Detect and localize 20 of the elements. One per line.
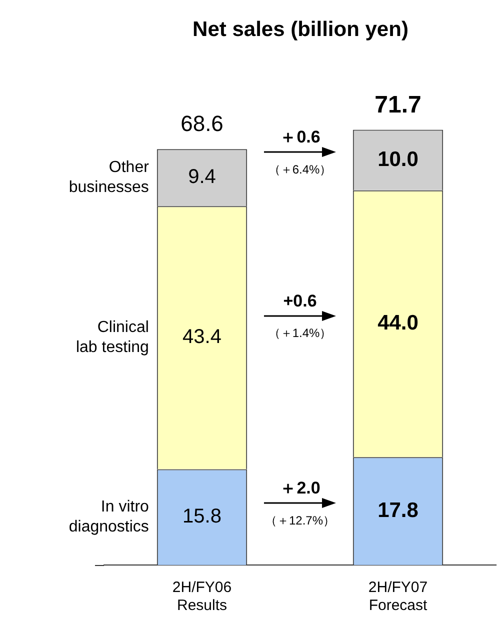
annotation: ＋2.0	[280, 478, 320, 498]
x-tick-label: 2H/FY06 Results	[172, 579, 232, 614]
series-label: Clinical lab testing	[76, 319, 149, 356]
annotation: +0.6	[283, 291, 317, 310]
annotation: ＋0.6	[280, 128, 320, 147]
data-label: 43.4	[182, 326, 222, 348]
series-label: In vitro diagnostics	[68, 498, 150, 536]
series-label: Other businesses	[68, 159, 150, 196]
total-label: 68.6	[180, 111, 224, 136]
annotation: （＋6.4%）	[268, 162, 332, 176]
data-label: 44.0	[378, 312, 418, 335]
annotation: （＋1.4%）	[268, 326, 332, 340]
data-label: 15.8	[182, 506, 222, 528]
data-label: 10.0	[378, 148, 418, 171]
chart-title: Net sales (billion yen)	[192, 18, 410, 42]
data-label: 17.8	[378, 498, 419, 522]
annotation: （＋12.7%）	[264, 513, 336, 528]
data-label: 9.4	[188, 166, 216, 188]
total-label: 71.7	[374, 91, 422, 118]
x-tick-label: 2H/FY07 Forecast	[368, 579, 428, 614]
